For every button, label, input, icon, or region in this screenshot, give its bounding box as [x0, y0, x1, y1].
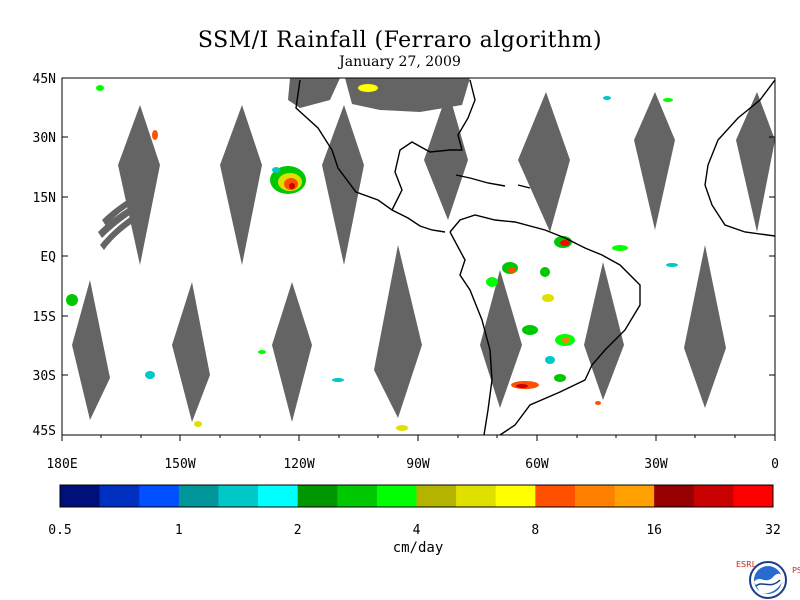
axis-ticks — [61, 77, 776, 441]
swath-gap — [72, 280, 110, 420]
rain-patches — [66, 84, 678, 431]
colorbar-tick-label: 32 — [765, 523, 781, 538]
lon-label-150w: 150W — [164, 457, 195, 472]
colorbar-unit-label: cm/day — [392, 540, 444, 556]
swath-gap — [288, 78, 340, 108]
colorbar-tick-label: 0.5 — [48, 523, 71, 538]
colorbar-swatch — [258, 485, 299, 507]
swath-gaps — [72, 78, 775, 422]
colorbar-tick-label: 4 — [413, 523, 421, 538]
swath-gap — [736, 92, 775, 232]
swath-gap — [220, 105, 262, 265]
swath-gap — [634, 92, 675, 230]
colorbar-swatch — [218, 485, 259, 507]
colorbar-swatch — [654, 485, 695, 507]
lat-label-30s: 30S — [33, 369, 56, 384]
swath-gap — [584, 262, 624, 400]
coast-north-america — [295, 79, 446, 233]
coastlines — [295, 79, 775, 435]
lat-label-30n: 30N — [33, 131, 56, 146]
colorbar-tick-label: 2 — [294, 523, 302, 538]
colorbar-swatch — [376, 485, 417, 507]
lat-label-eq: EQ — [40, 250, 56, 265]
colorbar-labels: 0.5 1 2 4 8 16 32 — [48, 523, 781, 538]
swath-arc — [100, 205, 150, 250]
colorbar-swatch — [535, 485, 576, 507]
logo-left-letters: ESRL — [736, 560, 757, 569]
colorbar-swatch — [337, 485, 378, 507]
swath-arc — [102, 188, 150, 226]
lon-label-0: 0 — [771, 457, 779, 472]
colorbar-swatch — [495, 485, 536, 507]
swath-gap — [322, 105, 364, 265]
map-area — [66, 78, 775, 435]
swath-gap — [684, 245, 726, 408]
colorbar-swatch — [60, 485, 101, 507]
rain-cluster-south-atlantic — [511, 374, 566, 389]
colorbar — [59, 484, 774, 508]
rain-cluster-misc — [66, 84, 678, 431]
colorbar-swatch — [614, 485, 655, 507]
lon-label-120w: 120W — [283, 457, 314, 472]
colorbar-swatch — [733, 485, 774, 507]
map-title: SSM/I Rainfall (Ferraro algorithm) — [197, 28, 603, 53]
colorbar-frame — [59, 484, 774, 508]
colorbar-tick-label: 8 — [531, 523, 539, 538]
colorbar-tick-label: 16 — [646, 523, 662, 538]
coast-south-america — [449, 214, 641, 435]
colorbar-swatch — [693, 485, 734, 507]
coast-africa — [704, 79, 775, 237]
noaa-logo-icon — [749, 561, 787, 599]
swath-gap — [480, 270, 522, 408]
colorbar-swatch — [99, 485, 140, 507]
lat-label-15s: 15S — [33, 310, 56, 325]
map-date: January 27, 2009 — [339, 54, 461, 70]
longitude-labels: 180E 150W 120W 90W 60W 30W 0 — [46, 457, 779, 472]
lat-label-45n: 45N — [33, 72, 56, 87]
swath-gap — [518, 92, 570, 232]
colorbar-swatch — [178, 485, 219, 507]
colorbar-swatch — [574, 485, 616, 507]
coast-caribbean — [455, 174, 531, 189]
swath-gap — [118, 105, 160, 265]
colorbar-swatch — [139, 485, 180, 507]
latitude-labels: 45N 30N 15N EQ 15S 30S 45S — [33, 72, 57, 439]
logo-right-letters: PSD — [792, 566, 800, 575]
colorbar-swatch — [416, 485, 457, 507]
lon-label-30w: 30W — [644, 457, 668, 472]
colorbar-swatch — [297, 485, 338, 507]
colorbar-swatch — [456, 485, 497, 507]
lon-label-60w: 60W — [525, 457, 549, 472]
swath-gap — [424, 90, 468, 220]
lon-label-90w: 90W — [406, 457, 430, 472]
colorbar-tick-label: 1 — [175, 523, 183, 538]
swath-arc — [98, 196, 150, 238]
swath-gap — [172, 282, 210, 422]
coast-gulf — [391, 79, 476, 211]
lat-label-15n: 15N — [33, 191, 56, 206]
lat-label-45s: 45S — [33, 424, 56, 439]
rain-cluster-east-pacific — [270, 166, 306, 194]
swath-gap — [272, 282, 312, 422]
lon-label-180e: 180E — [46, 457, 77, 472]
swath-gap — [374, 245, 422, 418]
rain-cluster-amazon — [486, 262, 575, 364]
